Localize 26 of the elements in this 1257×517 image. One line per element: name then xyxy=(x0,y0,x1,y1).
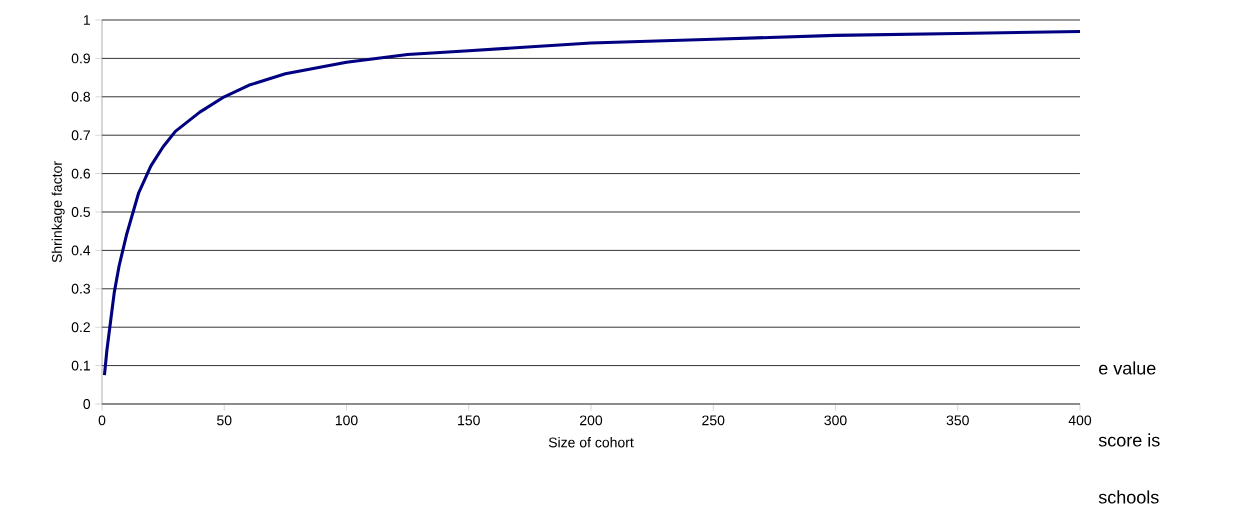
x-tick-label: 300 xyxy=(824,415,847,426)
y-tick-label: 0.8 xyxy=(71,91,91,102)
x-tick-label: 100 xyxy=(335,415,358,426)
y-tick-label: 0.1 xyxy=(71,360,90,371)
text: e value xyxy=(1099,361,1156,375)
x-tick-label: 350 xyxy=(946,415,969,426)
x-axis-title: Size of cohort xyxy=(548,437,634,448)
y-tick-label: 0.7 xyxy=(71,130,90,141)
y-tick-label: 1 xyxy=(83,15,90,25)
x-tick-label: 250 xyxy=(702,415,725,426)
y-tick-label: 0.3 xyxy=(71,283,91,294)
line-series xyxy=(102,29,1082,377)
y-axis-title: Shrinkage factor xyxy=(51,161,65,263)
x-tick-label: 400 xyxy=(1068,415,1092,426)
y-tick-label: 0.4 xyxy=(71,245,91,256)
y-tick-label: 0.5 xyxy=(71,207,91,217)
text: schools xyxy=(1098,490,1159,504)
x-tick-label: 50 xyxy=(217,415,232,426)
y-tick-label: 0.2 xyxy=(71,322,90,333)
y-tick-label: 0.9 xyxy=(71,53,90,64)
y-tick-label: 0 xyxy=(83,399,91,409)
x-tick-label: 150 xyxy=(458,415,480,426)
x-tick-label: 200 xyxy=(580,415,603,426)
text: score is xyxy=(1098,433,1160,447)
y-tick-label: 0.6 xyxy=(71,168,91,179)
x-tick-label: 0 xyxy=(98,415,106,426)
